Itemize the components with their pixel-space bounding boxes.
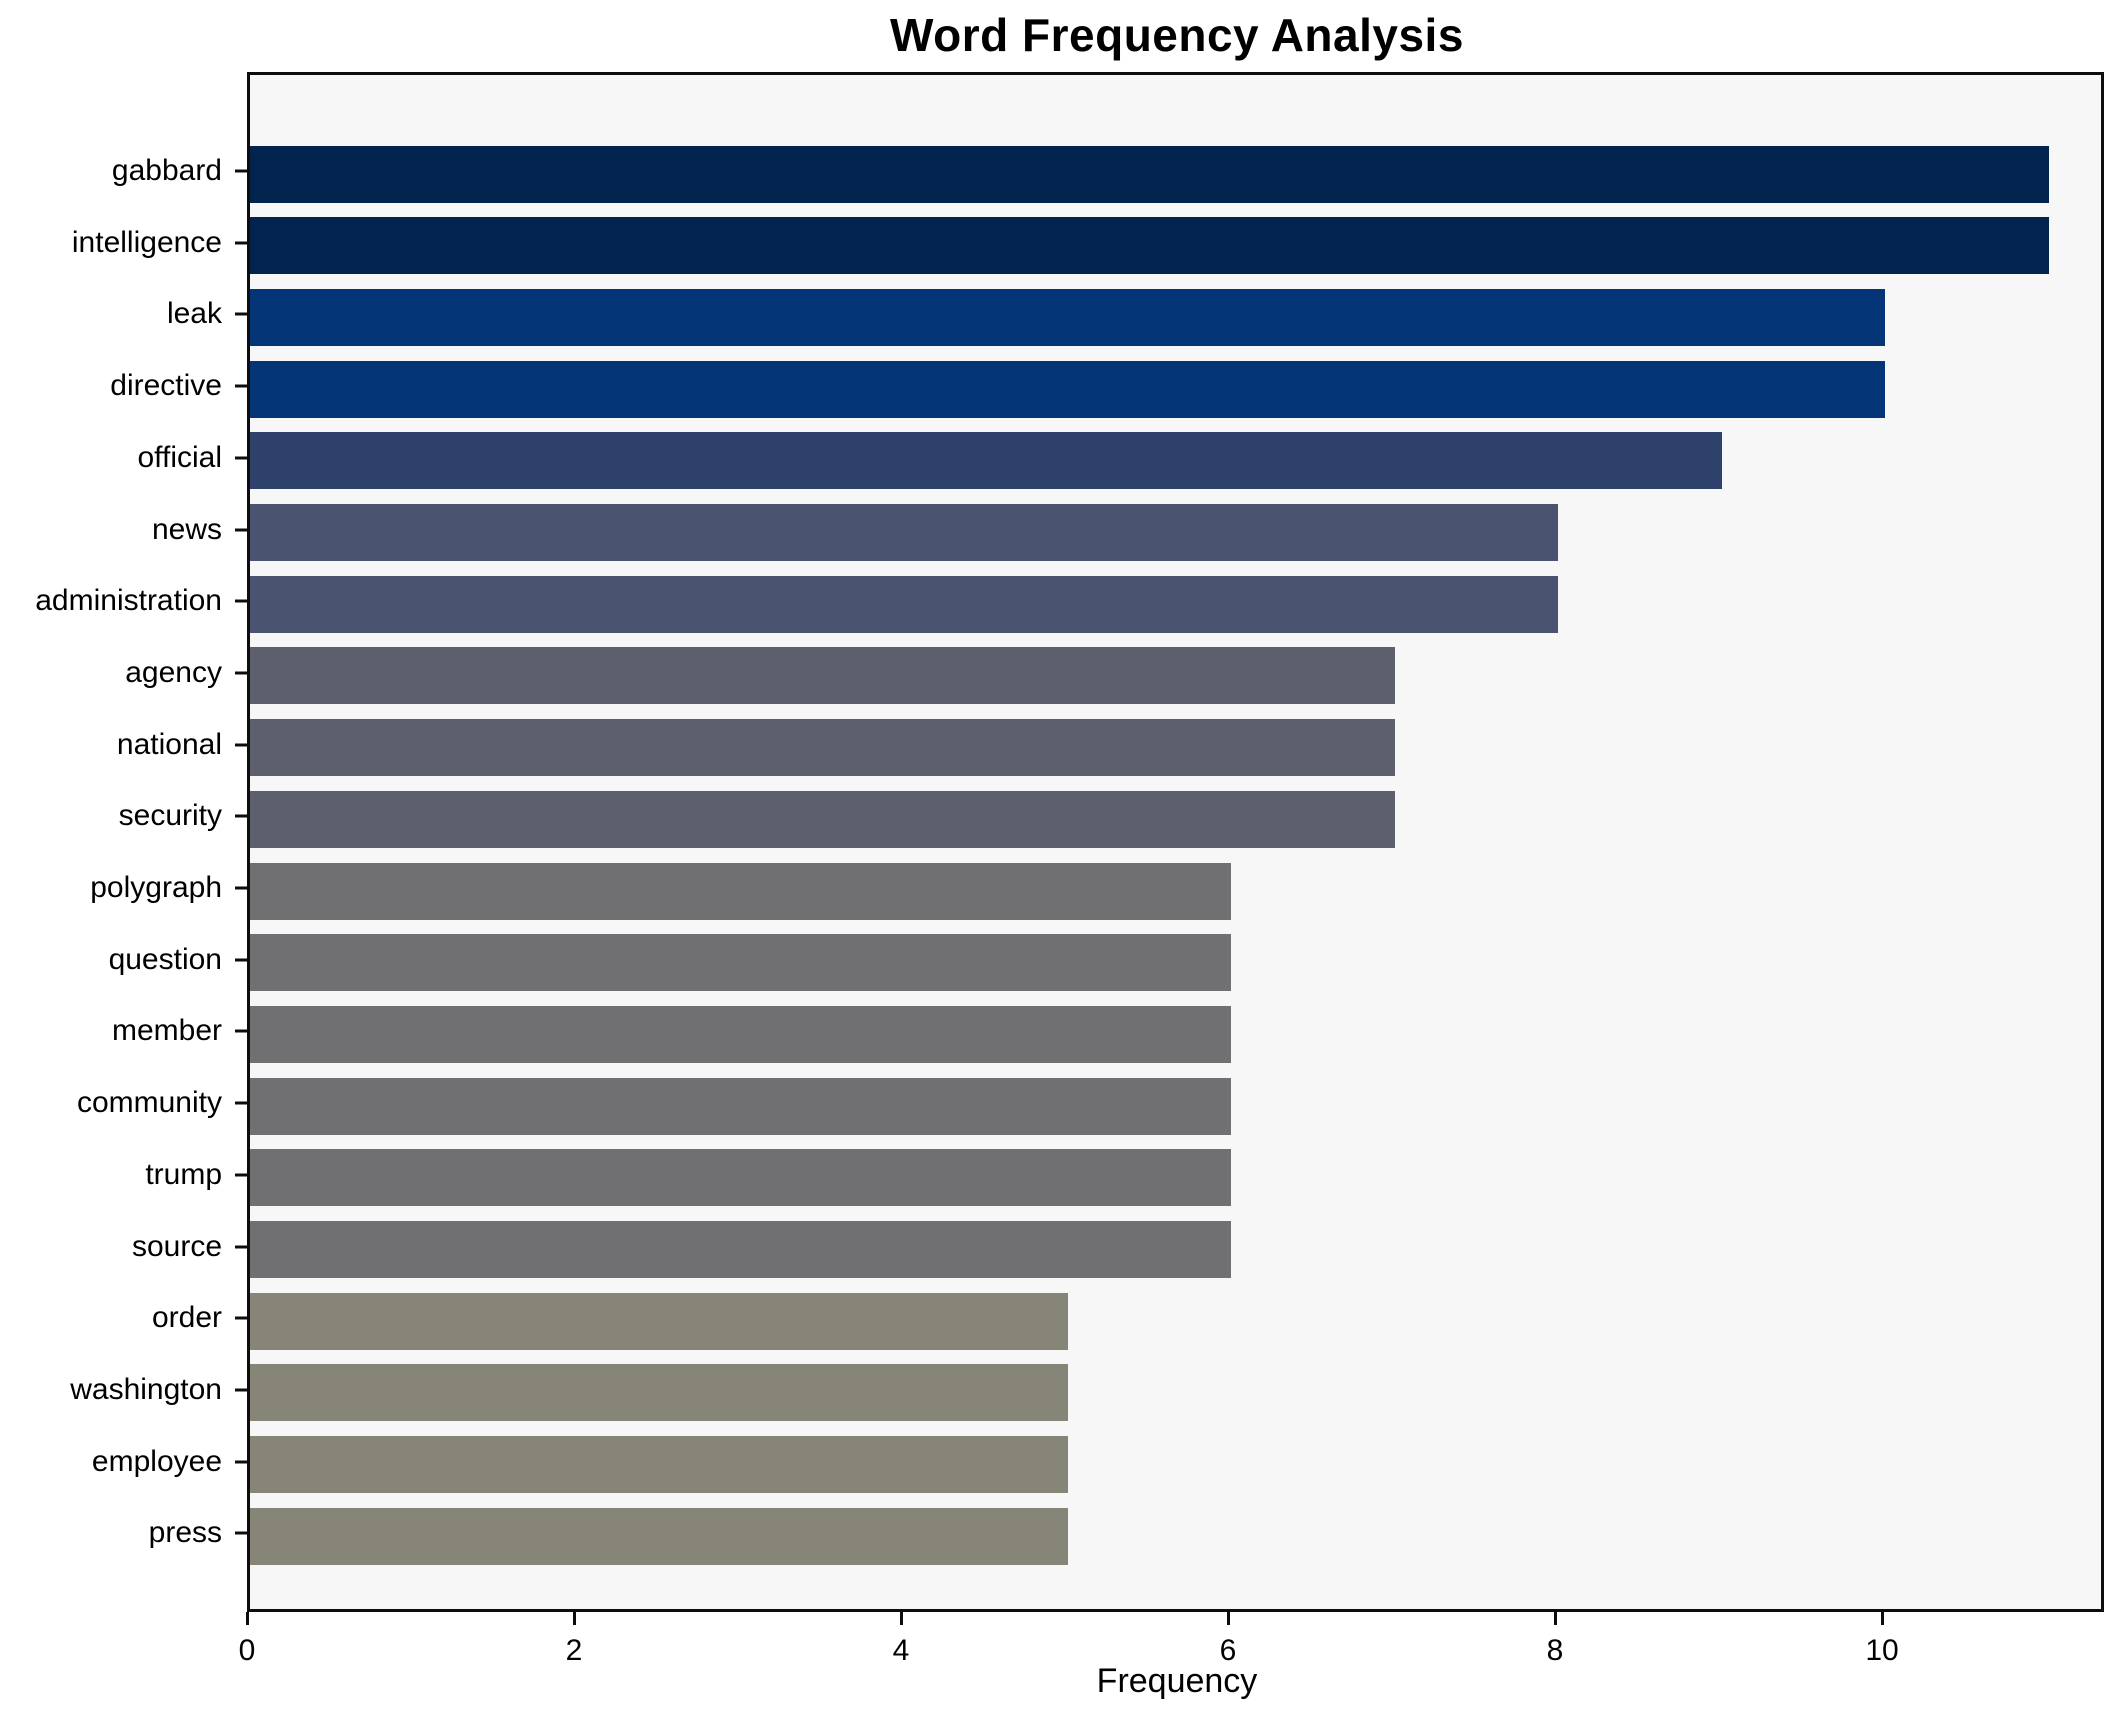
bar-question	[250, 934, 1231, 992]
y-tick-mark	[235, 456, 247, 460]
y-tick-label-community: community	[76, 1086, 222, 1120]
bar-trump	[250, 1149, 1231, 1207]
bar-press	[250, 1507, 1068, 1565]
bar-security	[250, 790, 1395, 848]
y-tick-label-member: member	[111, 1014, 222, 1048]
y-tick-label-intelligence: intelligence	[71, 225, 222, 259]
bar-official	[250, 432, 1722, 490]
y-tick-label-trump: trump	[145, 1157, 222, 1191]
bar-source	[250, 1221, 1231, 1278]
y-tick-mark	[235, 958, 247, 962]
y-tick-label-security: security	[118, 799, 222, 833]
x-tick-label-8: 8	[1546, 1634, 1564, 1667]
y-tick-mark	[235, 1245, 247, 1248]
y-tick-label-agency: agency	[125, 655, 222, 689]
bar-national	[250, 719, 1395, 777]
plot-area	[247, 72, 2104, 1612]
y-tick-mark	[235, 599, 247, 603]
x-tick-label-2: 2	[565, 1634, 583, 1667]
y-tick-mark	[235, 886, 247, 890]
y-tick-label-source: source	[131, 1229, 222, 1263]
x-tick-mark	[900, 1612, 903, 1625]
bar-order	[250, 1292, 1068, 1350]
y-tick-label-order: order	[151, 1301, 222, 1335]
y-tick-mark	[235, 1460, 247, 1464]
x-tick-mark	[1227, 1612, 1230, 1625]
chart-title: Word Frequency Analysis	[890, 9, 1464, 61]
bar-directive	[250, 360, 1885, 418]
y-tick-label-news: news	[151, 512, 222, 546]
y-tick-mark	[235, 671, 247, 675]
y-tick-mark	[235, 169, 247, 173]
y-tick-label-official: official	[137, 440, 223, 474]
y-tick-mark	[235, 312, 247, 316]
y-tick-label-washington: washington	[70, 1372, 222, 1406]
bar-news	[250, 504, 1558, 561]
x-tick-label-4: 4	[892, 1634, 910, 1667]
x-tick-label-10: 10	[1865, 1634, 1899, 1667]
x-tick-label-0: 0	[238, 1634, 256, 1667]
y-tick-mark	[235, 1531, 247, 1535]
y-tick-label-press: press	[148, 1516, 222, 1550]
y-tick-label-question: question	[108, 942, 222, 976]
bar-intelligence	[250, 217, 2049, 275]
x-tick-mark	[1881, 1612, 1884, 1625]
bar-administration	[250, 575, 1558, 633]
y-tick-label-directive: directive	[110, 369, 222, 403]
y-tick-label-employee: employee	[91, 1444, 222, 1478]
y-tick-label-leak: leak	[166, 297, 222, 331]
x-tick-mark	[1554, 1612, 1557, 1625]
x-tick-mark	[246, 1612, 249, 1625]
y-tick-mark	[235, 814, 247, 818]
y-tick-mark	[235, 743, 247, 747]
bar-washington	[250, 1364, 1068, 1422]
y-tick-mark	[235, 1316, 247, 1320]
bar-member	[250, 1005, 1231, 1063]
y-tick-mark	[235, 1173, 247, 1177]
y-tick-label-administration: administration	[35, 584, 222, 618]
bar-agency	[250, 647, 1395, 705]
y-tick-mark	[235, 1101, 247, 1105]
y-tick-mark	[235, 384, 247, 388]
y-tick-mark	[235, 1388, 247, 1392]
bar-employee	[250, 1436, 1068, 1494]
y-tick-label-national: national	[116, 727, 222, 761]
bar-polygraph	[250, 862, 1231, 920]
x-axis-label: Frequency	[1096, 1662, 1258, 1700]
y-tick-mark	[235, 1029, 247, 1033]
bar-gabbard	[250, 145, 2049, 203]
y-tick-mark	[235, 241, 247, 245]
x-tick-mark	[573, 1612, 576, 1625]
y-tick-label-gabbard: gabbard	[111, 154, 222, 187]
y-tick-label-polygraph: polygraph	[90, 871, 222, 904]
y-tick-mark	[235, 528, 247, 531]
bar-community	[250, 1077, 1231, 1135]
x-tick-label-6: 6	[1219, 1634, 1237, 1667]
bar-leak	[250, 288, 1885, 346]
